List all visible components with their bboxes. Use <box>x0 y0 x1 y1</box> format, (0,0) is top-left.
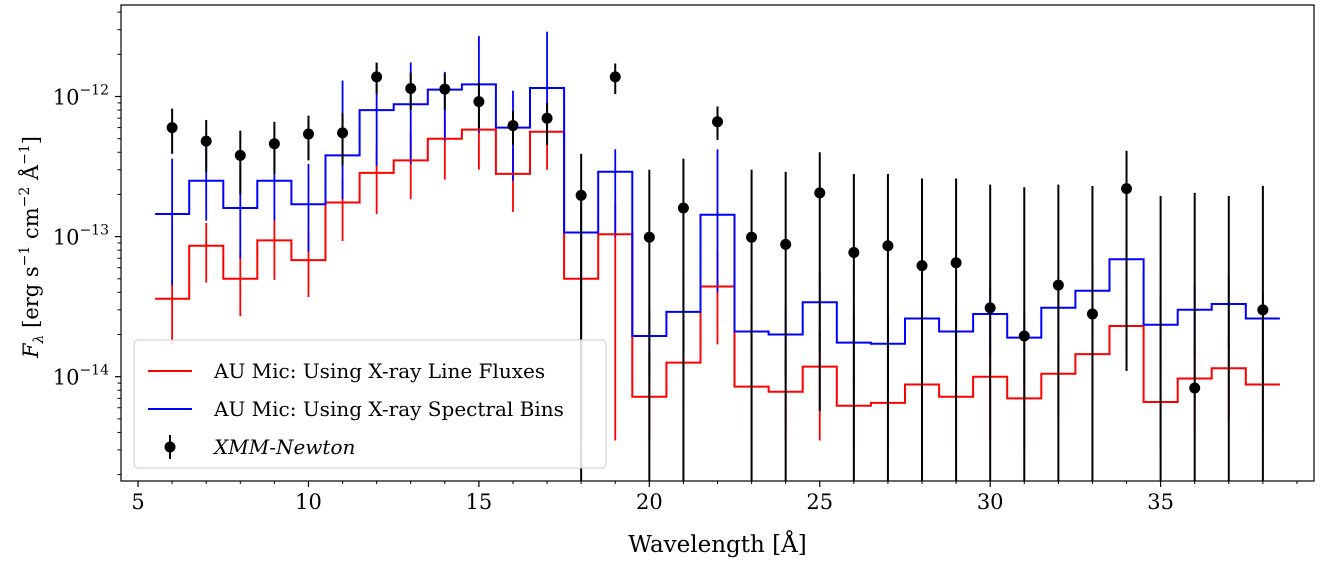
y-axis-label-exp-1: −1 <box>17 246 33 267</box>
data-point <box>405 83 417 95</box>
x-tick-label: 35 <box>1147 490 1174 514</box>
x-tick-label: 20 <box>636 490 663 514</box>
xmm-newton-points <box>166 62 1269 481</box>
data-point <box>268 138 280 150</box>
data-point <box>166 122 178 134</box>
data-point <box>337 127 349 139</box>
x-tick-label: 15 <box>466 490 493 514</box>
data-point <box>1189 382 1201 394</box>
data-point <box>575 189 587 201</box>
x-axis-ticks: 5 10 15 20 25 30 35 <box>131 481 1298 514</box>
data-point <box>371 71 383 83</box>
y-axis-label-exp-3: −1 <box>17 144 33 165</box>
x-tick-label: 5 <box>131 490 144 514</box>
data-point <box>473 96 485 108</box>
series-line <box>155 128 1280 407</box>
x-tick-label: 25 <box>806 490 833 514</box>
data-point <box>1086 308 1098 320</box>
data-point <box>780 238 792 250</box>
x-tick-label: 10 <box>295 490 322 514</box>
data-point <box>916 260 928 272</box>
data-point <box>643 231 655 243</box>
y-axis-label-text-1: [erg s <box>19 266 43 334</box>
series-layer <box>155 31 1280 481</box>
data-point <box>1257 304 1269 316</box>
legend-label: AU Mic: Using X-ray Line Fluxes <box>213 359 545 383</box>
legend-item: AU Mic: Using X-ray Spectral Bins <box>148 397 564 421</box>
y-tick-label: 10−13 <box>53 223 109 250</box>
data-point <box>677 202 689 214</box>
legend-label: XMM-Newton <box>212 435 355 459</box>
y-tick-label: 10−12 <box>53 83 109 110</box>
legend-marker <box>164 441 176 453</box>
data-point <box>541 112 553 124</box>
data-point <box>1052 279 1064 291</box>
y-axis-label-text-3: Å <box>18 164 43 187</box>
data-point <box>984 302 996 314</box>
data-point <box>712 116 723 128</box>
y-axis-label-exp-2: −2 <box>17 187 33 208</box>
y-axis-label: Fλ [erg s−1 cm−2 Å−1] <box>17 136 47 359</box>
data-point <box>609 71 621 83</box>
data-point <box>1121 183 1133 195</box>
data-point <box>302 128 314 140</box>
y-axis-label-symbol: F <box>19 342 43 359</box>
legend-item: AU Mic: Using X-ray Line Fluxes <box>148 359 545 383</box>
legend-label: AU Mic: Using X-ray Spectral Bins <box>213 397 564 421</box>
y-axis-label-subscript: λ <box>31 335 47 345</box>
data-point <box>814 187 826 199</box>
x-tick-label: 30 <box>977 490 1004 514</box>
y-tick-label: 10−14 <box>53 363 109 390</box>
series-line <box>155 83 1280 345</box>
data-point <box>234 149 246 161</box>
data-point <box>950 257 962 269</box>
data-point <box>200 135 212 147</box>
y-axis-label-text-4: ] <box>19 136 43 144</box>
legend: AU Mic: Using X-ray Line Fluxes AU Mic: U… <box>133 339 607 469</box>
y-axis-ticks: 10−14 10−13 10−12 <box>53 11 121 476</box>
data-point <box>848 246 860 258</box>
data-point <box>882 240 894 252</box>
y-axis-label-text-2: cm <box>19 207 43 245</box>
data-point <box>1018 330 1030 342</box>
data-point <box>439 83 451 95</box>
data-point <box>507 120 519 132</box>
legend-box <box>133 339 607 469</box>
legend-item: XMM-Newton <box>164 435 355 459</box>
x-axis-label: Wavelength [Å] <box>628 530 806 558</box>
data-point <box>746 231 758 243</box>
